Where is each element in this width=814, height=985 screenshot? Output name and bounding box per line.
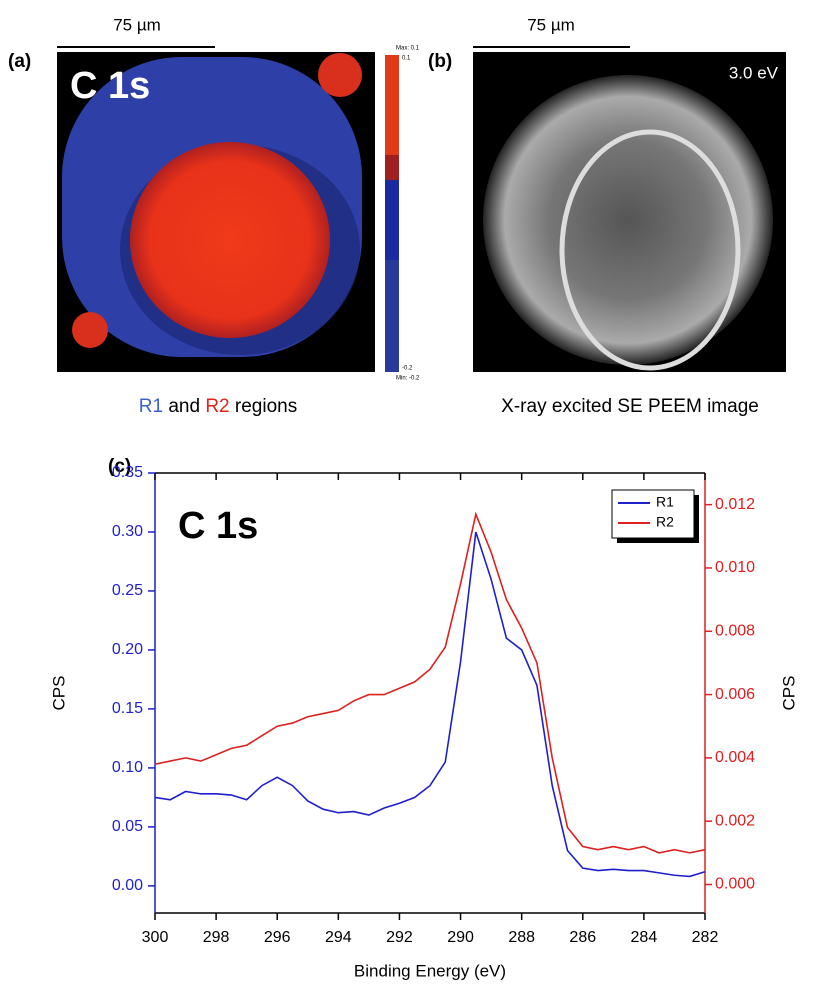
x-tick-label: 294 (325, 929, 352, 946)
colorbar-segment (385, 55, 399, 155)
y2-axis-label: CPS (779, 676, 798, 711)
y2-tick-label: 0.008 (715, 622, 755, 639)
colorbar-segment (385, 180, 399, 260)
y2-tick-label: 0.000 (715, 876, 755, 893)
colorbar-segment (385, 155, 399, 180)
x-tick-label: 298 (203, 929, 230, 946)
colorbar-label: 0.1 (402, 56, 411, 62)
colorbar-segment (385, 260, 399, 372)
x-tick-label: 296 (264, 929, 291, 946)
x-tick-label: 290 (447, 929, 474, 946)
r2-patch (318, 53, 362, 97)
y2-tick-label: 0.006 (715, 686, 755, 703)
x-tick-label: 288 (508, 929, 535, 946)
y-axis-label: CPS (49, 676, 68, 711)
y-tick-label: 0.25 (112, 582, 143, 599)
x-tick-label: 282 (692, 929, 719, 946)
y-tick-label: 0.10 (112, 759, 143, 776)
panel-label: (c) (108, 456, 131, 477)
y2-tick-label: 0.002 (715, 812, 755, 829)
y-tick-label: 0.05 (112, 818, 143, 835)
map-title: C 1s (70, 65, 150, 107)
caption-text: and (168, 396, 200, 417)
caption: R1 and R2 regions (139, 396, 297, 417)
y-tick-label: 0.20 (112, 641, 143, 658)
y2-tick-label: 0.012 (715, 496, 755, 513)
y2-tick-label: 0.004 (715, 749, 755, 766)
annotation: C 1s (178, 505, 258, 547)
colorbar-label: Max: 0.1 (396, 46, 420, 52)
panel-label: (a) (8, 51, 31, 72)
caption: X-ray excited SE PEEM image (501, 396, 759, 417)
x-tick-label: 286 (569, 929, 596, 946)
r2-region (130, 142, 330, 338)
peem-ring (559, 129, 741, 371)
series-line (154, 531, 706, 878)
colorbar-label: -0.2 (402, 366, 413, 372)
legend-box (611, 489, 695, 539)
scale-label: 75 µm (113, 15, 161, 34)
colorbar-label: Min: -0.2 (396, 376, 420, 382)
caption-text: regions (235, 396, 297, 417)
r2-patch (72, 312, 108, 348)
y2-tick-label: 0.010 (715, 559, 755, 576)
x-axis-label: Binding Energy (eV) (354, 961, 506, 980)
peem-disc (483, 75, 773, 365)
caption-r1: R1 (139, 396, 163, 417)
x-tick-label: 284 (631, 929, 658, 946)
legend-label: R1 (656, 494, 674, 510)
y-tick-label: 0.35 (112, 464, 143, 481)
y-tick-label: 0.30 (112, 523, 143, 540)
y-tick-label: 0.15 (112, 700, 143, 717)
caption-r2: R2 (205, 396, 229, 417)
energy-label: 3.0 eV (729, 63, 779, 82)
x-tick-label: 300 (142, 929, 169, 946)
scale-label: 75 µm (527, 15, 575, 34)
legend-label: R2 (656, 514, 674, 530)
x-tick-label: 292 (386, 929, 413, 946)
series-line (154, 511, 706, 854)
y-tick-label: 0.00 (112, 877, 143, 894)
panel-label: (b) (428, 51, 452, 72)
